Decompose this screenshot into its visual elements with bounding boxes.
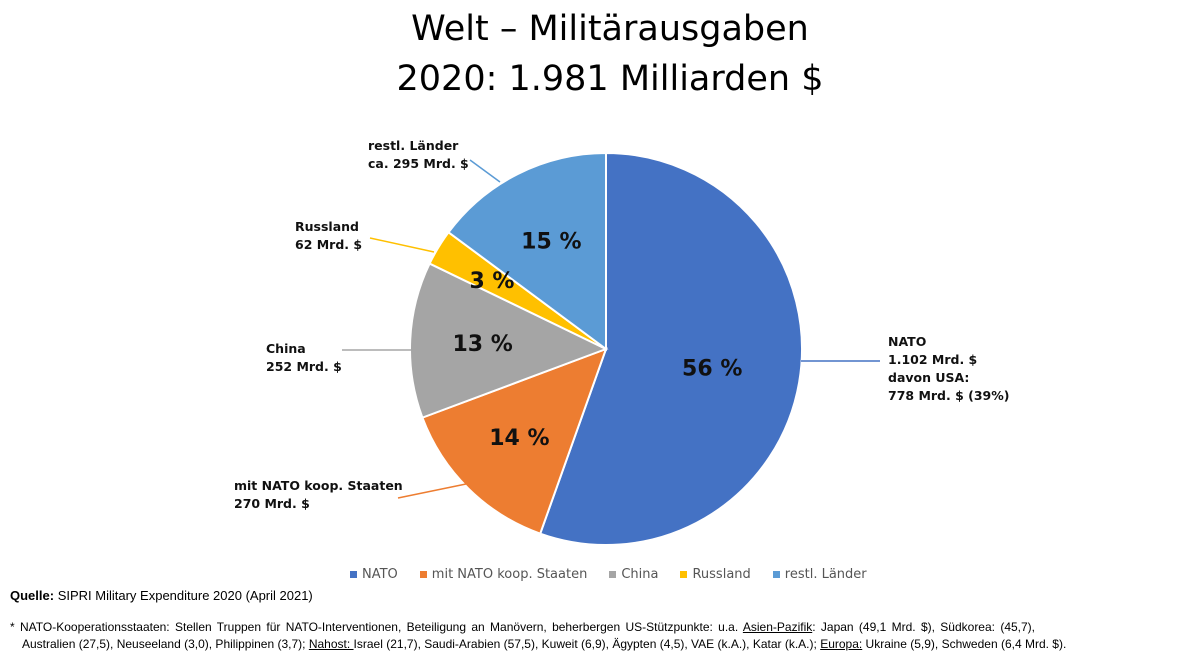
footnote-region-europa: Europa: <box>820 637 863 651</box>
source-text: SIPRI Military Expenditure 2020 (April 2… <box>57 588 313 603</box>
annotation-line: China <box>266 341 306 356</box>
annotation-line: 270 Mrd. $ <box>234 496 310 511</box>
footnote-region-asia: Asien-Pazifik <box>742 620 813 634</box>
annotation-line: davon USA: <box>888 370 969 385</box>
legend-label: Russland <box>692 566 751 582</box>
pie-slice-mit-nato-koop-staaten <box>421 347 608 535</box>
slice-value-label-restl-l-nder: 15 % <box>521 229 581 254</box>
leader-line-restl-l-nder <box>469 159 501 183</box>
annotation-mit-nato-koop-staaten: mit NATO koop. Staaten 270 Mrd. $ <box>234 478 403 511</box>
legend-label: China <box>621 566 659 582</box>
legend-item-china: China <box>609 567 658 582</box>
chart-legend: NATO mit NATO koop. Staaten China Russland r… <box>350 565 867 583</box>
legend-item-nato: NATO <box>350 567 398 582</box>
annotations: NATO 1.102 Mrd. $ davon USA: 778 Mrd. $ (39… <box>234 138 1010 511</box>
pie-chart: 56 % 14 % 13 % 3 % 15 % NATO 1.102 Mrd. $ davo… <box>234 138 1010 546</box>
pie-slices <box>409 151 803 546</box>
annotation-line: 1.102 Mrd. $ <box>888 352 977 367</box>
footnote-text-nahost: Israel (21,7), Saudi-Arabien (57,5), Kuw… <box>353 637 817 651</box>
annotation-line: 62 Mrd. $ <box>295 237 362 252</box>
slice-value-label-china: 13 % <box>452 332 512 357</box>
annotation-line: restl. Länder <box>368 138 459 153</box>
leader-line-mit-nato-koop-staaten <box>397 483 467 499</box>
pie-slice-nato <box>538 151 803 546</box>
legend-item-restl-l-nder: restl. Länder <box>772 566 867 582</box>
legend-label: mit NATO koop. Staaten <box>431 566 588 582</box>
footnote: * NATO-Kooperationsstaaten: Stellen Trup… <box>10 619 1186 653</box>
source-label: Quelle: <box>10 588 55 603</box>
annotation-line: 252 Mrd. $ <box>266 359 342 374</box>
footnote-line-1: * NATO-Kooperationsstaaten: Stellen Trup… <box>10 619 1186 636</box>
annotation-russland: Russland 62 Mrd. $ <box>295 219 362 252</box>
slice-value-label-nato: 56 % <box>682 356 742 381</box>
annotation-restl-l-nder: restl. Länder ca. 295 Mrd. $ <box>368 138 469 171</box>
annotation-line: ca. 295 Mrd. $ <box>368 156 469 171</box>
chart-title: Welt – Militärausgaben 2020: 1.981 Milli… <box>0 4 1194 104</box>
annotation-line: NATO <box>888 334 926 349</box>
legend-swatch <box>680 570 688 578</box>
leader-line-russland <box>369 237 435 253</box>
annotation-line: 778 Mrd. $ (39%) <box>888 388 1010 403</box>
legend-label: restl. Länder <box>784 566 867 582</box>
chart-title-line-1: Welt – Militärausgaben <box>411 9 809 49</box>
legend-swatch <box>609 570 617 578</box>
footnote-text-europa: Ukraine (5,9), Schweden (6,4 Mrd. $). <box>862 637 1067 651</box>
source-note: Quelle: SIPRI Military Expenditure 2020 … <box>10 588 313 603</box>
annotation-nato: NATO 1.102 Mrd. $ davon USA: 778 Mrd. $ (39… <box>888 334 1010 403</box>
slice-labels: 56 % 14 % 13 % 3 % 15 % <box>452 229 742 451</box>
chart-title-line-2: 2020: 1.981 Milliarden $ <box>396 59 824 99</box>
legend-label: NATO <box>362 566 398 582</box>
footnote-region-nahost: Nahost: <box>308 637 354 651</box>
slice-value-label-russland: 3 % <box>469 269 514 294</box>
footnote-line-2: Australien (27,5), Neuseeland (3,0), Phi… <box>10 636 1186 653</box>
annotation-china: China 252 Mrd. $ <box>266 341 342 374</box>
leader-lines <box>342 159 880 499</box>
legend-swatch <box>772 570 780 578</box>
legend-swatch <box>419 570 427 578</box>
pie-slice-china <box>409 262 609 419</box>
annotation-line: mit NATO koop. Staaten <box>234 478 403 493</box>
footnote-intro: * NATO-Kooperationsstaaten: Stellen Trup… <box>10 620 739 634</box>
legend-item-russland: Russland <box>680 566 751 582</box>
footnote-text-asia-cont: Australien (27,5), Neuseeland (3,0), Phi… <box>22 637 306 651</box>
legend-item-mit-nato-koop-staaten: mit NATO koop. Staaten <box>419 566 588 582</box>
annotation-line: Russland <box>295 219 359 234</box>
legend-swatch <box>350 570 357 578</box>
pie-slice-restl-l-nder <box>447 151 607 351</box>
footnote-text-asia: : Japan (49,1 Mrd. $), Südkorea: (45,7), <box>812 620 1036 634</box>
slice-value-label-mit-nato-koop-staaten: 14 % <box>489 426 549 451</box>
